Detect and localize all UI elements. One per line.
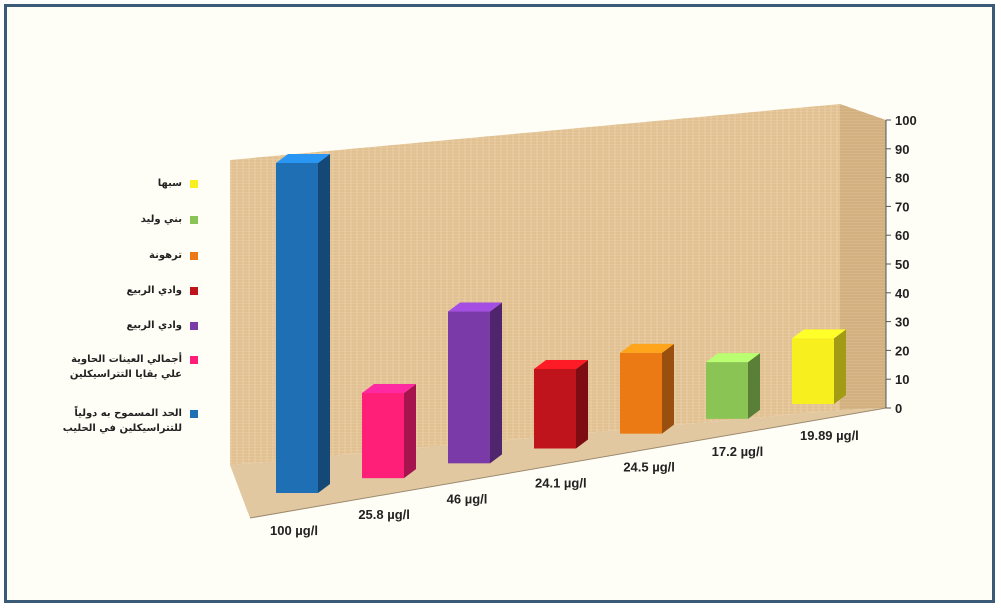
y-tick-label: 90 bbox=[895, 142, 909, 157]
legend-item: وادي الربيع bbox=[126, 318, 198, 333]
legend-label: أجمالي العينات الحاوية علي بقايا التتراس… bbox=[69, 354, 182, 380]
y-tick-label: 40 bbox=[895, 286, 909, 301]
bar-front bbox=[448, 311, 490, 464]
legend-swatch bbox=[190, 180, 198, 188]
legend-swatch bbox=[190, 356, 198, 364]
category-label: 46 µg/l bbox=[447, 491, 488, 506]
bars-group bbox=[276, 154, 846, 493]
legend-swatch bbox=[190, 216, 198, 224]
bar-side bbox=[834, 329, 846, 404]
bar-top bbox=[620, 343, 674, 353]
legend-item: سبها bbox=[158, 176, 198, 191]
category-labels: 100 µg/l 25.8 µg/l 46 µg/l 24.1 µg/l 24.5 µg… bbox=[270, 428, 859, 538]
legend-swatch bbox=[190, 287, 198, 295]
y-tick-label: 70 bbox=[895, 199, 909, 214]
legend-item: ترهونة bbox=[149, 248, 198, 263]
bar-top bbox=[534, 359, 588, 369]
bar bbox=[534, 359, 588, 449]
y-tick-label: 0 bbox=[895, 401, 902, 416]
legend-label: بني وليد bbox=[140, 214, 182, 225]
legend-swatch bbox=[190, 252, 198, 260]
legend-item: أجمالي العينات الحاوية علي بقايا التتراس… bbox=[57, 352, 198, 382]
bar-top bbox=[792, 329, 846, 339]
bar-side bbox=[318, 154, 330, 493]
category-label: 24.1 µg/l bbox=[535, 476, 587, 491]
bar-front bbox=[534, 368, 576, 449]
category-label: 19.89 µg/l bbox=[800, 428, 859, 443]
legend-label: ترهونة bbox=[149, 250, 182, 261]
legend-item: بني وليد bbox=[141, 212, 198, 227]
y-tick-label: 30 bbox=[895, 315, 909, 330]
bar-top bbox=[276, 154, 330, 163]
bar-front bbox=[362, 393, 404, 479]
y-tick-label: 10 bbox=[895, 372, 909, 387]
side-wall bbox=[840, 104, 886, 410]
bar bbox=[792, 329, 846, 404]
bar-side bbox=[404, 384, 416, 479]
legend-label: سبها bbox=[157, 178, 182, 189]
y-tick-label: 50 bbox=[895, 257, 909, 272]
category-label: 24.5 µg/l bbox=[623, 460, 675, 475]
back-wall bbox=[230, 104, 840, 465]
bar-side bbox=[748, 353, 760, 419]
legend-label: وادي الربيع bbox=[126, 320, 183, 331]
bar-side bbox=[490, 302, 502, 464]
legend-swatch bbox=[190, 322, 198, 330]
y-tick-label: 80 bbox=[895, 171, 909, 186]
bar-front bbox=[620, 352, 662, 434]
bar bbox=[362, 384, 416, 479]
bar-side bbox=[662, 343, 674, 434]
bar-top bbox=[448, 302, 502, 312]
bar-side bbox=[576, 359, 588, 449]
chart-floor bbox=[230, 408, 886, 518]
legend-label: الحد المسموح به دولياً للتتراسيكلين في ا… bbox=[62, 408, 182, 434]
bar-top bbox=[362, 384, 416, 394]
floor-edge bbox=[249, 407, 887, 519]
y-tick-label: 20 bbox=[895, 343, 909, 358]
bar-front bbox=[276, 163, 318, 493]
category-label: 25.8 µg/l bbox=[358, 507, 410, 522]
category-label: 17.2 µg/l bbox=[712, 444, 764, 459]
bar-front bbox=[706, 362, 748, 419]
y-axis: 0 10 20 30 40 50 60 70 80 90 100 bbox=[886, 113, 917, 416]
legend-label: وادي الربيع bbox=[126, 285, 183, 296]
bar-front bbox=[792, 338, 834, 404]
legend-item: الحد المسموح به دولياً للتتراسيكلين في ا… bbox=[57, 406, 198, 436]
bar bbox=[706, 353, 760, 419]
y-tick-label: 100 bbox=[895, 113, 917, 128]
bar bbox=[276, 154, 330, 493]
bar bbox=[620, 343, 674, 434]
legend-item: وادي الربيع bbox=[126, 283, 198, 298]
y-tick-label: 60 bbox=[895, 228, 909, 243]
bar-top bbox=[706, 353, 760, 363]
category-label: 100 µg/l bbox=[270, 523, 318, 538]
bar bbox=[448, 302, 502, 464]
legend-swatch bbox=[190, 410, 198, 418]
